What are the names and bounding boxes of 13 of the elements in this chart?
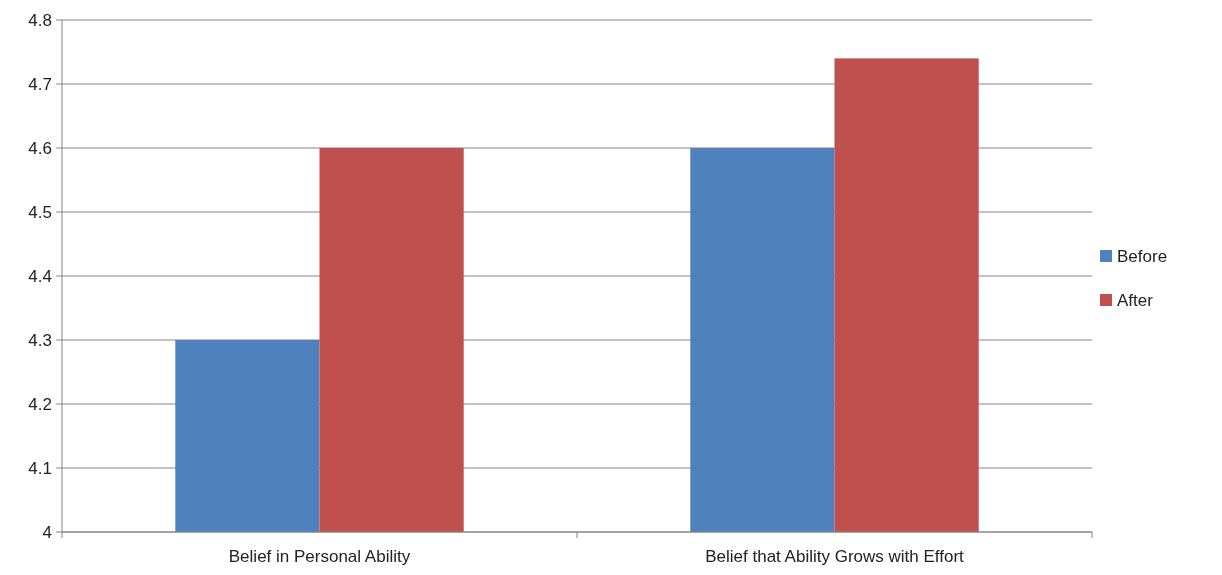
y-tick-label: 4.7 (28, 74, 52, 94)
y-tick-label: 4.5 (28, 202, 52, 222)
legend-label: After (1117, 290, 1154, 310)
y-tick-label: 4.8 (28, 10, 52, 30)
y-tick-label: 4 (42, 522, 52, 542)
y-tick-label: 4.6 (28, 138, 52, 158)
y-tick-label: 4.3 (28, 330, 52, 350)
x-tick-label: Belief in Personal Ability (228, 547, 411, 566)
legend-label: Before (1117, 246, 1168, 266)
y-tick-label: 4.2 (28, 394, 52, 414)
x-tick-label: Belief that Ability Grows with Effort (705, 547, 965, 566)
y-tick-label: 4.4 (28, 266, 52, 286)
y-tick-label: 4.1 (28, 458, 52, 478)
